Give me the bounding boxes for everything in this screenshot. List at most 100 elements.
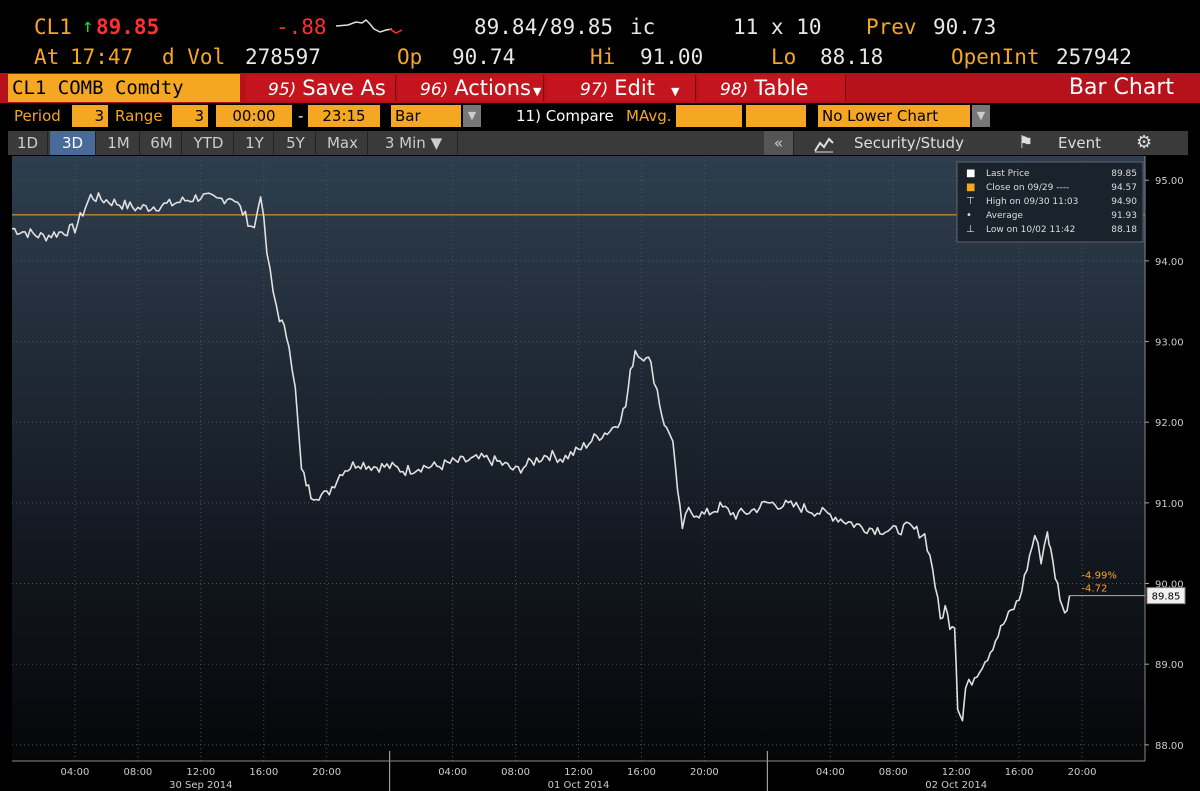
y-tick-label: 92.00 (1155, 418, 1184, 429)
save-as-label: Save As (302, 76, 386, 100)
bid-ask-condition: ic (630, 15, 656, 39)
legend-label: High on 09/30 11:03 (986, 197, 1078, 207)
y-tick-label: 90.00 (1155, 580, 1184, 591)
edit-dropdown-icon: ▼ (670, 85, 680, 98)
table-label: Table (754, 76, 809, 100)
range-label: Range (115, 107, 163, 125)
chart-svg: 95.00 94.00 93.00 92.00 91.00 90.00 89.00 88.00… (11, 156, 1186, 791)
mavg-field-1[interactable] (676, 105, 742, 127)
x-tick-label: 12:00 (186, 767, 215, 778)
time-to-field[interactable]: 23:15 (308, 105, 380, 127)
legend-label: Close on 09/29 ---- (986, 183, 1069, 193)
high-value: 91.00 (640, 45, 704, 69)
time-separator: - (298, 107, 304, 125)
chart-type-dropdown-icon[interactable]: ▼ (463, 105, 481, 127)
lower-chart-select[interactable]: No Lower Chart (818, 105, 970, 127)
x-tick-label: 04:00 (438, 767, 467, 778)
low-value: 88.18 (820, 45, 884, 69)
event-flag-icon[interactable]: ⚑ (1018, 133, 1034, 153)
quote-time: 17:47 (70, 45, 134, 69)
edit-number: 97) (580, 80, 609, 100)
prev-label: Prev (866, 15, 917, 39)
tab-ytd[interactable]: YTD (184, 131, 234, 155)
period-label: Period (14, 107, 61, 125)
tab-3d[interactable]: 3D (50, 131, 96, 155)
openint-value: 257942 (1056, 45, 1132, 69)
price-series-line (11, 192, 1071, 722)
edit-label: Edit (614, 76, 655, 100)
legend-marker-icon: ⊤ (966, 196, 975, 207)
tab-1d[interactable]: 1D (8, 131, 48, 155)
compare-button[interactable]: 11) Compare (516, 107, 614, 125)
mavg-label: MAvg. (626, 107, 672, 125)
y-tick-label: 95.00 (1155, 176, 1184, 187)
table-button[interactable]: 98) Table (698, 75, 846, 101)
x-tick-label: 16:00 (249, 767, 278, 778)
x-tick-label: 08:00 (879, 767, 908, 778)
chart-type-select[interactable]: Bar (391, 105, 461, 127)
save-as-button[interactable]: 95) Save As (246, 75, 396, 101)
up-arrow-icon: ↑ (82, 15, 94, 37)
prev-close: 90.73 (933, 15, 997, 39)
frequency-select[interactable]: 3 Min ▼ (370, 131, 458, 155)
x-tick-label: 04:00 (61, 767, 90, 778)
y-tick-label: 89.00 (1155, 660, 1184, 671)
quote-header: CL1 ↑ 89.85 -.88 89.84/89.85 ic 11 x 10 … (0, 0, 1200, 72)
price-chart: 95.00 94.00 93.00 92.00 91.00 90.00 89.00 88.00… (0, 156, 1200, 791)
x-day-label: 01 Oct 2014 (548, 780, 610, 791)
collapse-button[interactable]: « (764, 131, 794, 155)
tab-5y[interactable]: 5Y (276, 131, 316, 155)
actions-number: 96) (420, 80, 449, 100)
dvol-value: 278597 (245, 45, 321, 69)
x-tick-label: 08:00 (501, 767, 530, 778)
high-label: Hi (590, 45, 616, 69)
legend-marker-icon: ⊥ (966, 224, 975, 235)
table-number: 98) (720, 80, 749, 100)
x-tick-label: 16:00 (1005, 767, 1034, 778)
tab-max[interactable]: Max (318, 131, 368, 155)
abs-change-label: -4.72 (1081, 584, 1107, 595)
legend-box (956, 161, 1144, 243)
x-tick-label: 16:00 (627, 767, 656, 778)
last-price-tag-box (1146, 587, 1186, 605)
security-study-button[interactable]: Security/Study (854, 134, 964, 152)
legend-label: Last Price (986, 169, 1030, 179)
legend-label: Average (986, 211, 1023, 221)
ticker-symbol: CL1 (34, 15, 72, 39)
x-tick-label: 20:00 (1068, 767, 1097, 778)
legend-marker-icon: ■ (966, 182, 975, 193)
tab-1y[interactable]: 1Y (236, 131, 274, 155)
at-label: At (34, 45, 60, 69)
event-button[interactable]: Event (1058, 134, 1101, 152)
tab-1m[interactable]: 1M (98, 131, 140, 155)
legend-label: Low on 10/02 11:42 (986, 225, 1075, 235)
pct-change-label: -4.99% (1081, 571, 1116, 582)
settings-gear-icon[interactable]: ⚙ (1136, 132, 1153, 153)
tab-6m[interactable]: 6M (142, 131, 182, 155)
legend-value: 89.85 (1111, 169, 1137, 179)
time-from-field[interactable]: 00:00 (216, 105, 292, 127)
y-tick-label: 88.00 (1155, 741, 1184, 752)
y-tick-label: 94.00 (1155, 257, 1184, 268)
x-tick-label: 20:00 (690, 767, 719, 778)
security-input[interactable]: CL1 COMB Comdty (8, 74, 240, 102)
legend-value: 94.90 (1111, 197, 1137, 207)
study-icon[interactable] (814, 131, 834, 155)
period-field[interactable]: 3 (72, 105, 108, 127)
actions-button[interactable]: 96) Actions ▼ (398, 75, 544, 101)
save-as-number: 95) (268, 80, 297, 100)
mavg-field-2[interactable] (746, 105, 806, 127)
bid-ask: 89.84/89.85 (474, 15, 614, 39)
edit-button[interactable]: 97) Edit ▼ (546, 75, 696, 101)
net-change: -.88 (276, 15, 327, 39)
legend-marker-icon: ■ (966, 168, 975, 179)
bid-ask-size: 11 x 10 (733, 15, 822, 39)
range-field[interactable]: 3 (172, 105, 208, 127)
lower-chart-dropdown-icon[interactable]: ▼ (972, 105, 990, 127)
x-day-label: 30 Sep 2014 (169, 780, 232, 791)
legend-value: 94.57 (1111, 183, 1137, 193)
x-tick-label: 12:00 (564, 767, 593, 778)
legend-value: 88.18 (1111, 225, 1137, 235)
actions-label: Actions (454, 76, 531, 100)
x-tick-label: 20:00 (312, 767, 341, 778)
